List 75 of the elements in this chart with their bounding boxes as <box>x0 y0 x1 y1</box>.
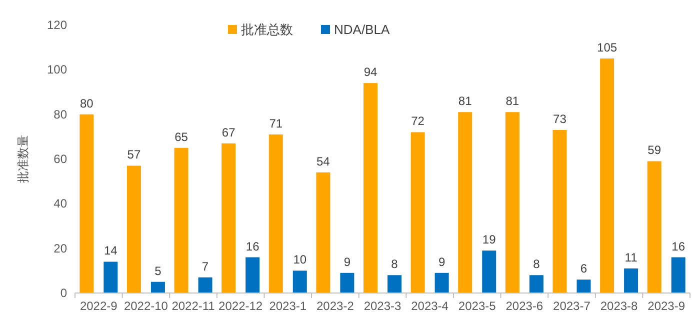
bar <box>434 272 449 293</box>
x-tick-label: 2023-9 <box>648 299 686 313</box>
bar <box>104 262 118 293</box>
bar <box>80 114 94 293</box>
x-tick-label: 2022-9 <box>80 299 118 313</box>
bar <box>671 257 686 293</box>
y-tick-label: 120 <box>46 18 68 32</box>
x-tick-label: 2023-6 <box>506 299 544 313</box>
data-label: 65 <box>174 130 188 144</box>
bar <box>268 134 283 293</box>
bar <box>600 58 614 293</box>
data-label: 5 <box>154 264 162 278</box>
data-label: 8 <box>533 257 540 272</box>
x-tick-label: 2023-8 <box>600 299 638 313</box>
data-label: 81 <box>506 94 520 108</box>
x-tick-label: 2023-2 <box>316 299 354 313</box>
bar <box>624 268 638 293</box>
x-tick-label: 2022-11 <box>172 299 216 313</box>
data-label: 81 <box>458 94 472 108</box>
data-label: 71 <box>269 116 283 130</box>
y-tick-label: 0 <box>60 286 68 300</box>
data-label: 14 <box>104 244 118 258</box>
bar <box>198 277 212 293</box>
bar <box>174 148 188 293</box>
data-label: 6 <box>580 262 588 276</box>
y-axis-title: 批准数量 <box>16 135 30 183</box>
x-tick-label: 2022-12 <box>218 299 263 313</box>
data-label: 9 <box>344 254 351 269</box>
bar <box>340 272 354 293</box>
bar <box>222 143 236 293</box>
data-label: 19 <box>482 232 496 247</box>
x-tick-label: 2023-5 <box>458 299 496 313</box>
x-tick-label: 2022-10 <box>124 299 168 313</box>
data-label: 59 <box>648 143 662 158</box>
bar <box>364 83 378 293</box>
bar <box>126 166 141 293</box>
x-tick-label: 2023-3 <box>364 299 402 313</box>
y-tick-label: 80 <box>54 107 68 122</box>
bar <box>552 130 567 293</box>
data-label: 8 <box>391 257 398 272</box>
data-label: 9 <box>438 254 446 269</box>
data-label: 16 <box>246 239 260 254</box>
data-label: 73 <box>553 112 567 126</box>
bar <box>647 161 662 293</box>
bar <box>246 257 260 293</box>
data-label: 105 <box>597 40 618 54</box>
bar <box>505 112 520 293</box>
bar <box>316 172 330 293</box>
x-tick-label: 2023-1 <box>269 299 307 313</box>
data-label: 67 <box>222 125 236 140</box>
y-tick-label: 40 <box>54 196 68 211</box>
bar <box>458 112 472 293</box>
data-label: 54 <box>316 154 330 168</box>
bar <box>410 132 425 293</box>
data-label: 94 <box>364 65 378 80</box>
legend-label: 批准总数 <box>241 22 293 37</box>
data-label: 16 <box>672 239 686 254</box>
x-tick-label: 2023-7 <box>553 299 591 313</box>
x-tick-label: 2023-4 <box>411 299 449 313</box>
bar <box>150 282 165 293</box>
data-label: 80 <box>80 96 94 110</box>
y-tick-label: 100 <box>46 62 68 77</box>
bar <box>576 280 591 293</box>
data-label: 7 <box>202 259 209 274</box>
bar <box>529 275 544 293</box>
data-label: 72 <box>411 114 425 128</box>
bar <box>292 270 307 293</box>
y-tick-label: 60 <box>54 152 68 166</box>
bar <box>482 250 496 293</box>
data-label: 57 <box>127 148 141 162</box>
y-tick-label: 20 <box>54 241 68 256</box>
data-label: 11 <box>624 250 638 264</box>
legend-label: NDA/BLA <box>334 22 390 37</box>
bar <box>388 275 402 293</box>
data-label: 10 <box>293 252 307 267</box>
